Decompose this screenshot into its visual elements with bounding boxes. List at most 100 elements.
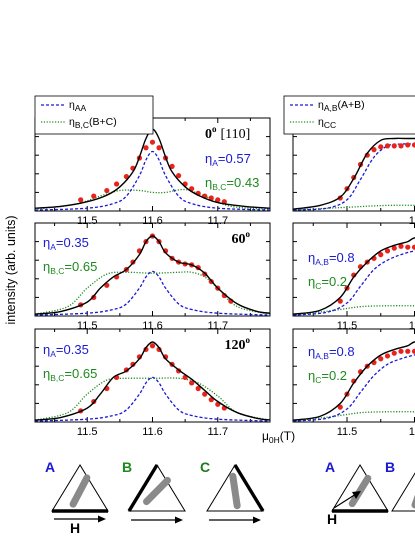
data-point	[208, 195, 214, 201]
data-point	[398, 143, 404, 149]
eta-annotation: ηA=0.35	[43, 342, 89, 359]
data-point	[411, 142, 415, 148]
legend-right: ηA,B(A+B) ηCC	[283, 95, 415, 135]
data-point	[91, 193, 97, 199]
field-arrow-head	[98, 515, 106, 523]
geometry-diagram-b: B	[385, 459, 415, 512]
x-axis-label: μ0H(T)	[262, 429, 295, 445]
legend-box	[283, 95, 415, 135]
series-line-green	[35, 271, 270, 315]
molecule-rod	[69, 474, 91, 508]
molecule-rod	[348, 474, 372, 508]
series-line-fit	[35, 235, 270, 315]
data-point	[398, 348, 404, 354]
data-point	[351, 378, 357, 384]
data-point	[371, 147, 377, 153]
data-point	[176, 173, 182, 179]
angle-label: 0o [110]	[205, 124, 250, 142]
eta-annotation: ηB,C=0.65	[43, 366, 97, 383]
x-tick-label: 11.6	[142, 426, 163, 438]
data-point	[104, 187, 110, 194]
panel-right-0: 11	[292, 117, 415, 227]
bold-edge	[127, 464, 159, 512]
data-point	[143, 145, 149, 151]
data-point	[337, 404, 343, 410]
data-point	[215, 197, 221, 203]
data-point	[149, 139, 156, 145]
legend-entry: ηAA	[69, 99, 87, 113]
series-line-blue	[35, 150, 270, 211]
molecule-rod	[229, 472, 241, 510]
x-tick-label: 11.5	[337, 426, 358, 438]
diagram-label: B	[385, 459, 395, 475]
series-line-green	[293, 411, 415, 422]
series-line-green	[35, 377, 270, 421]
geometry-diagrams: AHB C AHB	[45, 459, 415, 536]
triangle	[391, 472, 415, 512]
field-arrow-head	[175, 516, 183, 524]
diagram-label: C	[200, 459, 210, 475]
legend-entry: ηA,B(A+B)	[318, 99, 365, 113]
field-label: H	[327, 511, 337, 527]
data-point	[405, 142, 411, 148]
x-tick-label: 11.5	[77, 215, 98, 227]
series-line-fit	[35, 341, 270, 421]
eta-annotation: ηA,B=0.8	[308, 250, 355, 267]
data-point	[169, 163, 175, 169]
data-point	[156, 145, 162, 151]
data-point	[384, 248, 391, 254]
x-tick-label: 11.5	[77, 426, 98, 438]
geometry-diagram-a: AH	[325, 459, 389, 527]
data-point	[113, 181, 120, 187]
panel-left-0: 11.5 11.6 11.7 0o [110] ηA=0.57 ηB,C=0.43	[34, 117, 271, 227]
eta-annotation: ηA=0.35	[43, 235, 89, 252]
eta-annotation: ηC=0.2	[308, 368, 347, 385]
data-point	[202, 391, 208, 397]
series-line-blue	[35, 270, 270, 316]
series-line-blue	[293, 250, 415, 316]
data-point	[189, 380, 195, 386]
bold-edge	[233, 464, 265, 512]
series-line-green	[293, 305, 415, 316]
series-line-fit	[293, 237, 415, 315]
data-point	[405, 348, 411, 354]
data-point	[384, 143, 391, 149]
x-tick-label: 11.7	[207, 215, 228, 227]
eta-annotation: ηC=0.2	[308, 274, 347, 291]
data-point	[398, 243, 404, 249]
data-point	[405, 244, 411, 250]
data-point	[391, 350, 397, 356]
data-point	[91, 294, 97, 300]
eta-annotation: ηB,C=0.43	[205, 175, 259, 192]
panel-frame	[292, 328, 415, 423]
data-point	[337, 298, 343, 304]
data-point	[411, 244, 415, 250]
y-axis-label: intensity (arb. units)	[4, 215, 18, 324]
legend-box	[34, 95, 154, 135]
eta-annotation: ηB,C=0.65	[43, 259, 97, 276]
series-line-blue	[35, 376, 270, 422]
data-point	[195, 385, 201, 392]
x-tick-label: 11	[409, 426, 415, 438]
series-line-green	[293, 204, 415, 211]
series-line-fit	[293, 341, 415, 421]
field-arrow	[333, 493, 357, 509]
diagram-label: A	[325, 459, 335, 475]
x-tick-label: 11.6	[142, 215, 163, 227]
data-point	[391, 143, 397, 149]
geometry-diagram-a: AH	[45, 459, 109, 536]
data-point	[411, 348, 415, 354]
panel-left-120: 11.5 11.6 11.7 120o ηA=0.35 ηB,C=0.65	[34, 328, 271, 438]
geometry-diagram-c: C	[200, 459, 265, 524]
field-arrow-head	[253, 516, 261, 524]
field-arrow-head	[352, 491, 361, 499]
data-point	[391, 245, 397, 251]
geometry-diagram-b: B	[122, 459, 186, 524]
molecule-rod	[143, 476, 171, 506]
eta-annotation: ηA=0.57	[205, 151, 251, 168]
data-point	[384, 353, 391, 359]
angle-label: 60o	[232, 229, 251, 247]
x-tick-label: 11	[409, 215, 415, 227]
panel-right-120: 11.5 11 ηA,B=0.8 ηC=0.2	[292, 328, 415, 438]
